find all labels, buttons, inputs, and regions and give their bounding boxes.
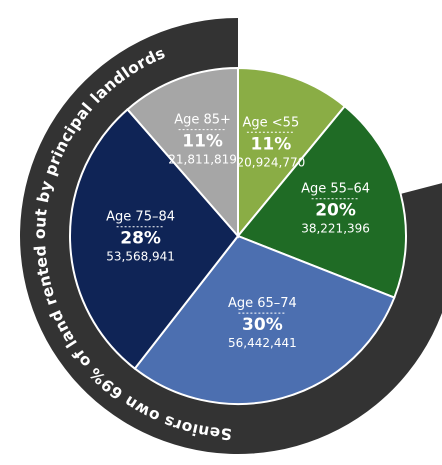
slice-value-label: 56,442,441 <box>228 336 297 350</box>
pie-slice-0 <box>237 66 347 239</box>
slice-value-label: 20,924,770 <box>237 155 306 169</box>
slice-percent-label: 28% <box>120 229 161 249</box>
pie-slice-4 <box>126 66 239 239</box>
pie-slices <box>69 66 407 405</box>
pie-slice-2 <box>133 234 396 405</box>
pie-slice-1 <box>236 104 407 299</box>
slice-label-2: Age 65–74 30%56,442,441 <box>228 296 297 350</box>
slice-percent-label: 11% <box>182 132 223 152</box>
slice-percent-label: 30% <box>242 315 283 335</box>
slice-label-3: Age 75–84 28%53,568,941 <box>106 210 175 264</box>
pie-slice-3 <box>69 108 240 370</box>
slice-value-label: 21,811,819 <box>168 153 237 167</box>
slice-age-label: Age <55 <box>243 115 300 130</box>
slice-value-label: 53,568,941 <box>106 250 175 264</box>
slice-value-label: 38,221,396 <box>301 222 370 236</box>
slice-age-label: Age 65–74 <box>228 296 297 311</box>
slice-label-0: Age <55 11%20,924,770 <box>237 115 306 169</box>
slice-age-label: Age 75–84 <box>106 210 175 225</box>
slice-percent-label: 11% <box>251 134 292 154</box>
slice-percent-label: 20% <box>315 201 356 221</box>
slice-label-1: Age 55–64 20%38,221,396 <box>301 182 370 236</box>
slice-age-label: Age 85+ <box>174 113 231 128</box>
slice-age-label: Age 55–64 <box>301 182 370 197</box>
slice-label-4: Age 85+ 11%21,811,819 <box>168 113 237 167</box>
